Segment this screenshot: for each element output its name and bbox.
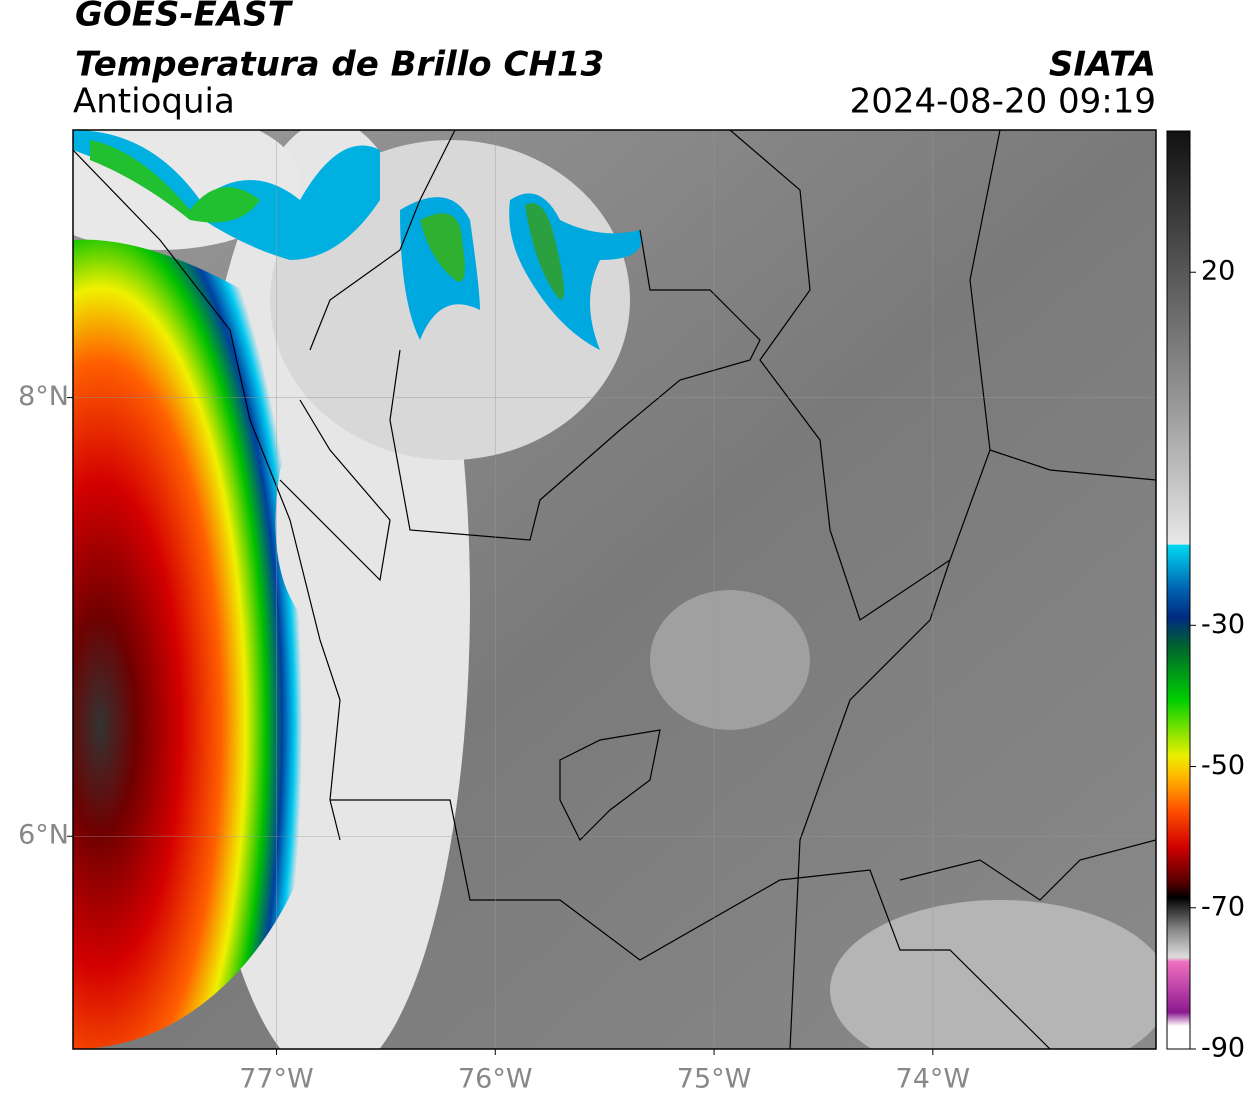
y-tick-label: 6°N xyxy=(18,820,69,851)
title: GOES-EAST xyxy=(75,0,294,35)
x-tick-label: 74°W xyxy=(896,1064,971,1095)
subtitle: Temperatura de Brillo CH13 xyxy=(75,45,604,85)
x-tick-label: 75°W xyxy=(677,1064,752,1095)
x-tick-label: 76°W xyxy=(458,1064,533,1095)
colorbar xyxy=(1166,130,1191,1050)
grid xyxy=(73,130,1156,1049)
map-frame xyxy=(72,129,1157,1050)
colorbar-tick-label: 20 xyxy=(1201,256,1235,287)
imagery xyxy=(73,130,1156,1049)
x-tick-label: 77°W xyxy=(239,1064,314,1095)
colorbar-tick-label: -90 xyxy=(1201,1033,1245,1064)
colorbar-tick-label: -30 xyxy=(1201,609,1245,640)
colorbar-tick-label: -70 xyxy=(1201,891,1245,922)
source: SIATA xyxy=(1049,45,1156,85)
colorbar-tick-label: -50 xyxy=(1201,750,1245,781)
y-tick-label: 8°N xyxy=(18,381,69,412)
datetime: 2024-08-20 09:19 xyxy=(850,82,1156,122)
region: Antioquia xyxy=(73,82,235,122)
